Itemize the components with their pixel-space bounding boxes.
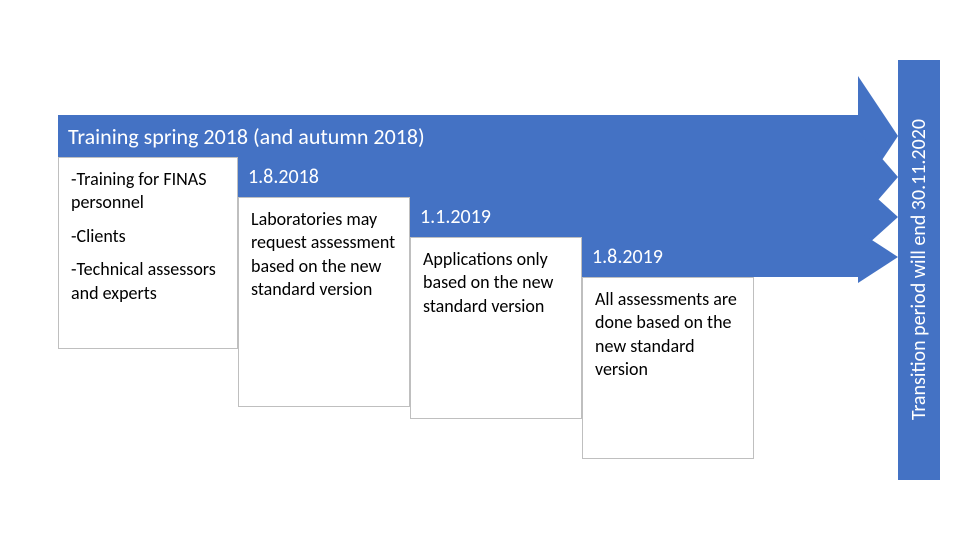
stage3-header: 1.1.2019 — [410, 197, 858, 237]
stage4-body: All assessments are done based on the ne… — [582, 277, 754, 459]
stage2-header: 1.8.2018 — [238, 157, 858, 197]
stage4-arrowhead — [858, 231, 898, 283]
stage1-header-text: Training spring 2018 (and autumn 2018) — [68, 123, 425, 150]
stage2-body: Laboratories may request assessment base… — [238, 197, 410, 407]
stage-body-line: -Technical assessors and experts — [71, 258, 225, 305]
end-sidebar-text: Transition period will end 30.11.2020 — [907, 119, 931, 420]
stage-body-line: -Training for FINAS personnel — [71, 168, 225, 215]
stage4-header: 1.8.2019 — [582, 237, 858, 277]
stage-body-line: Laboratories may request assessment base… — [251, 208, 397, 302]
stage2-header-text: 1.8.2018 — [248, 165, 319, 189]
stage3-header-text: 1.1.2019 — [420, 205, 491, 229]
stage-body-line: All assessments are done based on the ne… — [595, 288, 741, 382]
stage-body-line: Applications only based on the new stand… — [423, 248, 569, 318]
stage1-header: Training spring 2018 (and autumn 2018) — [58, 115, 858, 157]
end-sidebar: Transition period will end 30.11.2020 — [898, 60, 940, 480]
stage1-body: -Training for FINAS personnel -Clients -Te… — [58, 157, 238, 349]
stage3-body: Applications only based on the new stand… — [410, 237, 582, 419]
stage4-header-text: 1.8.2019 — [592, 245, 663, 269]
stage-body-line: -Clients — [71, 225, 225, 248]
